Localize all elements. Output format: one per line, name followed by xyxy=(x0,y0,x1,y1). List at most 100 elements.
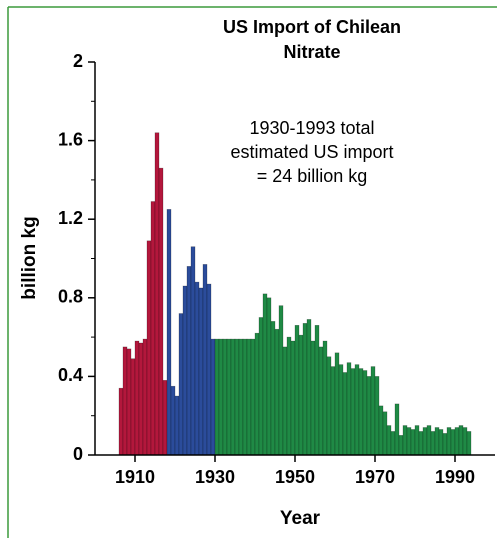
bar xyxy=(454,427,460,456)
chart-title: US Import of Chilean xyxy=(223,17,401,37)
bar xyxy=(366,376,372,456)
bar xyxy=(406,427,412,456)
bar xyxy=(130,358,136,456)
bar xyxy=(150,201,156,456)
bar xyxy=(274,328,280,456)
y-tick-label: 0.8 xyxy=(58,287,83,307)
bar xyxy=(294,325,300,456)
bar xyxy=(154,132,160,456)
bar xyxy=(146,240,152,456)
x-tick-label: 1990 xyxy=(435,467,475,487)
bar xyxy=(198,287,204,456)
bar xyxy=(262,293,268,456)
x-tick-label: 1950 xyxy=(275,467,315,487)
bar xyxy=(138,342,144,456)
bar xyxy=(230,338,236,456)
bar xyxy=(266,297,272,456)
bar xyxy=(342,372,348,456)
x-tick-label: 1930 xyxy=(195,467,235,487)
bar xyxy=(334,352,340,456)
bar xyxy=(314,325,320,456)
bar xyxy=(318,346,324,456)
y-tick-label: 1.2 xyxy=(58,208,83,228)
bar xyxy=(414,425,420,456)
bar xyxy=(270,321,276,456)
bar xyxy=(142,338,148,456)
bar xyxy=(122,346,128,456)
x-tick-label: 1910 xyxy=(115,467,155,487)
bar xyxy=(162,380,168,456)
bar xyxy=(346,362,352,456)
bar xyxy=(174,395,180,456)
bar xyxy=(450,429,456,456)
bar xyxy=(158,167,164,456)
bar xyxy=(234,338,240,456)
bar xyxy=(222,338,228,456)
x-axis-label: Year xyxy=(280,508,321,529)
bar xyxy=(206,283,212,456)
bar xyxy=(426,425,432,456)
y-tick-label: 2 xyxy=(73,51,83,71)
bar xyxy=(310,340,316,456)
bar xyxy=(194,281,200,456)
bar xyxy=(410,429,416,456)
bar xyxy=(322,340,328,456)
bar xyxy=(378,405,384,456)
bar xyxy=(326,356,332,456)
bar xyxy=(214,338,220,456)
bar xyxy=(282,346,288,456)
bar xyxy=(210,338,216,456)
bar xyxy=(438,429,444,456)
bar xyxy=(338,364,344,456)
bar xyxy=(246,338,252,456)
bar xyxy=(118,387,124,456)
y-tick-label: 0.4 xyxy=(58,365,83,385)
annotation: 1930-1993 total xyxy=(249,118,374,138)
bar xyxy=(226,338,232,456)
bar xyxy=(386,425,392,456)
bar xyxy=(286,336,292,456)
bar xyxy=(258,317,264,456)
bar xyxy=(134,340,140,456)
x-tick-label: 1970 xyxy=(355,467,395,487)
bar xyxy=(370,366,376,456)
bar xyxy=(278,305,284,456)
bar xyxy=(374,376,380,456)
bar xyxy=(290,340,296,456)
bar xyxy=(306,319,312,456)
bar xyxy=(422,427,428,456)
bar xyxy=(442,433,448,456)
y-tick-label: 0 xyxy=(73,444,83,464)
bar xyxy=(394,403,400,456)
bar xyxy=(390,431,396,456)
bar xyxy=(458,425,464,456)
chart-title: Nitrate xyxy=(283,42,340,62)
bar xyxy=(170,385,176,456)
bar xyxy=(398,435,404,456)
bar xyxy=(202,264,208,456)
annotation: = 24 billion kg xyxy=(257,166,368,186)
bar xyxy=(218,338,224,456)
bar xyxy=(190,246,196,456)
bar xyxy=(186,266,192,456)
bar xyxy=(178,313,184,456)
bar xyxy=(446,427,452,456)
bar xyxy=(358,368,364,456)
y-tick-label: 1.6 xyxy=(58,129,83,149)
bar xyxy=(302,323,308,456)
bar xyxy=(466,431,472,456)
bar xyxy=(354,364,360,456)
bar xyxy=(182,285,188,456)
bar xyxy=(126,348,132,456)
bar xyxy=(298,334,304,456)
bar xyxy=(250,338,256,456)
bar xyxy=(434,427,440,456)
bar xyxy=(238,338,244,456)
bar xyxy=(462,427,468,456)
bar xyxy=(166,209,172,456)
bar xyxy=(362,370,368,456)
annotation: estimated US import xyxy=(230,142,393,162)
bar xyxy=(418,431,424,456)
